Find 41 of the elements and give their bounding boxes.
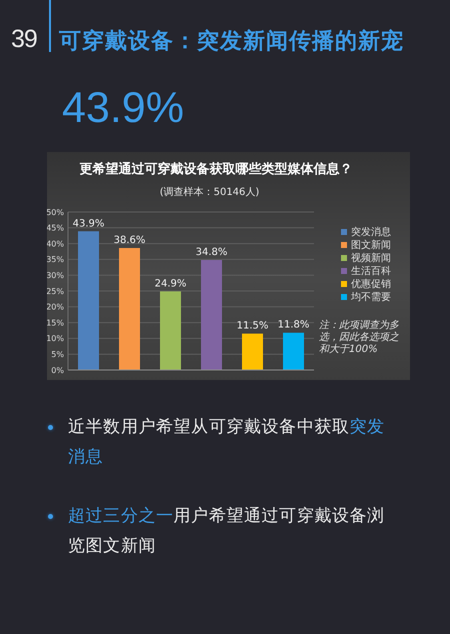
y-tick-label: 0% (51, 366, 64, 375)
legend-label: 突发消息 (351, 227, 391, 238)
y-tick-label: 45% (46, 224, 64, 233)
text: 39 (11, 25, 37, 53)
bar (201, 260, 222, 370)
y-tick-label: 40% (46, 239, 64, 248)
text: 43.9% (62, 84, 184, 132)
chart-title: 更希望通过可穿戴设备获取哪些类型媒体信息？ (80, 162, 352, 177)
y-tick-label: 5% (51, 350, 64, 360)
data-label: 43.9% (72, 218, 104, 230)
y-tick-label: 15% (46, 318, 64, 328)
text: 用户希望通过可穿戴设备浏 (174, 505, 385, 527)
chart-subtitle: (调查样本：50146人) (160, 187, 260, 198)
text: 览图文新闻 (68, 535, 156, 557)
text: 超过三分之一 (68, 505, 174, 527)
bar (160, 291, 181, 370)
text: 消息 (68, 446, 104, 468)
y-tick-label: 20% (46, 302, 64, 312)
data-label: 11.8% (278, 320, 310, 331)
data-label: 34.8% (196, 247, 228, 258)
y-tick-label: 25% (46, 286, 64, 296)
bar (283, 332, 304, 370)
text: 可穿戴设备：突发新闻传播的新宠 (59, 29, 404, 54)
data-label: 11.5% (236, 320, 268, 332)
data-label: 24.9% (154, 278, 186, 290)
legend-label: 视频新闻 (351, 253, 391, 264)
data-label: 38.6% (114, 235, 146, 246)
text: 突发 (350, 416, 385, 438)
y-tick-label: 30% (46, 271, 64, 280)
text: 近半数用户希望从可穿戴设备中获取 (68, 416, 350, 438)
y-tick-label: 50% (46, 208, 64, 217)
bar (119, 248, 140, 370)
y-tick-label: 10% (46, 334, 64, 344)
y-tick-label: 35% (46, 255, 64, 264)
bar (78, 231, 99, 370)
bar (242, 334, 263, 370)
text: 注：此项调查为多选，因此各选项之和大于100% (319, 320, 399, 355)
legend-label: 图文新闻 (351, 240, 391, 251)
legend-label: 优惠促销 (351, 279, 391, 290)
legend-label: 生活百科 (351, 266, 391, 277)
legend-label: 均不需要 (351, 292, 391, 303)
